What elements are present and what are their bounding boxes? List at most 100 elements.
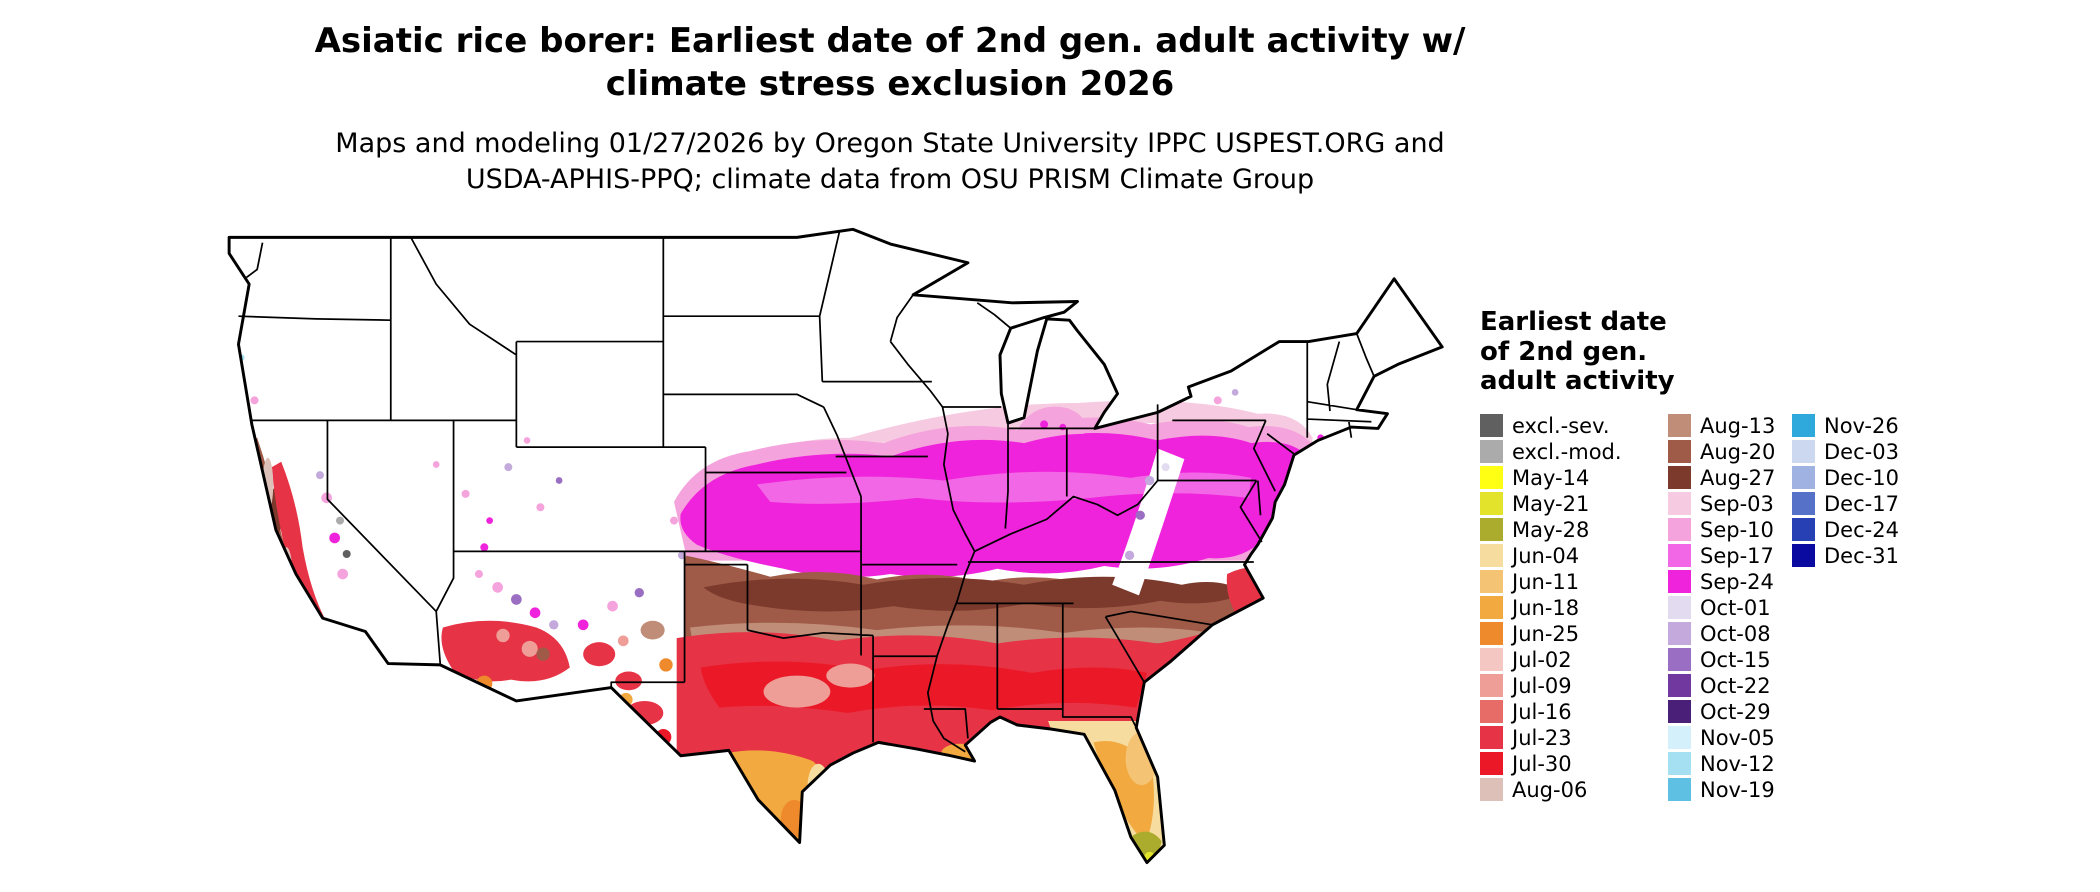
legend-swatch <box>1480 674 1503 698</box>
legend-label: excl.-mod. <box>1512 439 1622 464</box>
legend-columns: excl.-sev. excl.-mod. May-14 May-21 May-28 Ju… <box>1480 413 2040 813</box>
legend-swatch <box>1480 466 1503 490</box>
legend-item: Aug-20 <box>1668 439 1775 465</box>
legend-label: Oct-01 <box>1700 595 1771 620</box>
legend-swatch <box>1668 648 1691 672</box>
legend-label: Nov-05 <box>1700 725 1775 750</box>
legend-swatch <box>1668 778 1691 802</box>
legend-item: Dec-10 <box>1792 465 1899 491</box>
legend-label: Jul-09 <box>1512 673 1572 698</box>
legend-label: Nov-19 <box>1700 777 1775 802</box>
legend-swatch <box>1668 752 1691 776</box>
us-outline <box>227 227 1444 865</box>
legend-label: Aug-27 <box>1700 465 1776 490</box>
legend-label: Jul-16 <box>1512 699 1572 724</box>
legend-item: Aug-27 <box>1668 465 1775 491</box>
legend-label: May-21 <box>1512 491 1590 516</box>
legend-item: Nov-05 <box>1668 725 1775 751</box>
legend-swatch <box>1668 570 1691 594</box>
legend-item: Nov-19 <box>1668 777 1775 803</box>
legend-swatch <box>1480 544 1503 568</box>
legend-label: Oct-22 <box>1700 673 1771 698</box>
legend-label: Jun-18 <box>1512 595 1580 620</box>
legend-swatch <box>1792 414 1815 438</box>
page-subtitle-line2: USDA-APHIS-PPQ; climate data from OSU PR… <box>465 163 1315 195</box>
us-map <box>218 224 1456 892</box>
legend-item: Dec-31 <box>1792 543 1899 569</box>
legend-swatch <box>1480 726 1503 750</box>
legend-swatch <box>1792 466 1815 490</box>
legend-item: May-14 <box>1480 465 1622 491</box>
legend-item: May-28 <box>1480 517 1622 543</box>
legend-label: Oct-29 <box>1700 699 1771 724</box>
legend-item: Oct-29 <box>1668 699 1775 725</box>
legend-swatch <box>1480 440 1503 464</box>
legend-item: Oct-08 <box>1668 621 1775 647</box>
legend-label: Oct-08 <box>1700 621 1771 646</box>
legend-swatch <box>1792 440 1815 464</box>
legend-item: excl.-mod. <box>1480 439 1622 465</box>
legend-label: Aug-06 <box>1512 777 1588 802</box>
legend-item: Sep-24 <box>1668 569 1775 595</box>
legend-label: May-14 <box>1512 465 1590 490</box>
legend-label: Nov-26 <box>1824 413 1899 438</box>
legend-label: Oct-15 <box>1700 647 1771 672</box>
legend-item: Dec-03 <box>1792 439 1899 465</box>
legend-label: Aug-20 <box>1700 439 1776 464</box>
legend-label: Jul-02 <box>1512 647 1572 672</box>
legend-item: Jun-04 <box>1480 543 1622 569</box>
legend-label: Dec-24 <box>1824 517 1899 542</box>
legend-swatch <box>1668 674 1691 698</box>
legend-title-line3: adult activity <box>1480 366 1675 397</box>
legend-item: Sep-03 <box>1668 491 1775 517</box>
legend-label: Sep-03 <box>1700 491 1774 516</box>
legend-item: Oct-01 <box>1668 595 1775 621</box>
legend-item: Jun-18 <box>1480 595 1622 621</box>
legend-swatch <box>1668 414 1691 438</box>
legend-swatch <box>1480 648 1503 672</box>
legend-column-1: excl.-sev. excl.-mod. May-14 May-21 May-28 Ju… <box>1480 413 1622 803</box>
legend-label: Dec-31 <box>1824 543 1899 568</box>
legend-label: May-28 <box>1512 517 1590 542</box>
legend-swatch <box>1668 700 1691 724</box>
legend-swatch <box>1668 492 1691 516</box>
legend-swatch <box>1480 518 1503 542</box>
legend-item: Jul-16 <box>1480 699 1622 725</box>
legend-item: Jul-09 <box>1480 673 1622 699</box>
legend-label: Jun-04 <box>1512 543 1580 568</box>
legend-item: excl.-sev. <box>1480 413 1622 439</box>
legend-swatch <box>1668 518 1691 542</box>
legend-item: Sep-10 <box>1668 517 1775 543</box>
legend-label: Dec-17 <box>1824 491 1899 516</box>
page-title-line2: climate stress exclusion 2026 <box>605 63 1175 104</box>
legend-item: Jun-25 <box>1480 621 1622 647</box>
legend-title-line1: Earliest date <box>1480 307 1667 337</box>
map-legend: Earliest date of 2nd gen. adult activity… <box>1480 307 2040 813</box>
legend-swatch <box>1792 518 1815 542</box>
legend-item: May-21 <box>1480 491 1622 517</box>
legend-item: Aug-13 <box>1668 413 1775 439</box>
legend-item: Jun-11 <box>1480 569 1622 595</box>
legend-title-line2: of 2nd gen. <box>1480 336 1648 367</box>
legend-swatch <box>1480 492 1503 516</box>
state-borders <box>238 230 1375 753</box>
legend-label: Nov-12 <box>1700 751 1775 776</box>
legend-item: Dec-17 <box>1792 491 1899 517</box>
page-title-line1: Asiatic rice borer: Earliest date of 2nd… <box>314 21 1466 61</box>
map-regions <box>229 229 1443 863</box>
legend-column-2: Aug-13 Aug-20 Aug-27 Sep-03 Sep-10 Sep-17 Sep-… <box>1668 413 1775 803</box>
legend-swatch <box>1480 414 1503 438</box>
legend-swatch <box>1480 778 1503 802</box>
legend-swatch <box>1480 752 1503 776</box>
legend-label: Dec-03 <box>1824 439 1899 464</box>
legend-swatch <box>1480 596 1503 620</box>
legend-item: Oct-15 <box>1668 647 1775 673</box>
legend-swatch <box>1668 440 1691 464</box>
legend-label: Jul-23 <box>1512 725 1572 750</box>
legend-swatch <box>1668 726 1691 750</box>
page-title: Asiatic rice borer: Earliest date of 2nd… <box>315 20 1466 106</box>
legend-label: Aug-13 <box>1700 413 1776 438</box>
legend-item: Jul-02 <box>1480 647 1622 673</box>
legend-item: Oct-22 <box>1668 673 1775 699</box>
